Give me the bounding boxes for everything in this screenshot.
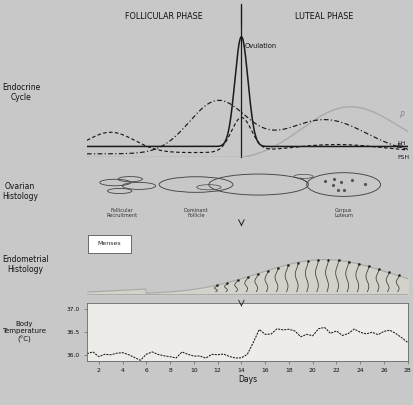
Text: Ovarian
Histology: Ovarian Histology — [2, 181, 38, 201]
Text: FSH: FSH — [396, 155, 408, 160]
Text: LH: LH — [396, 141, 404, 146]
Bar — [88, 235, 131, 253]
Text: P: P — [399, 111, 403, 120]
Text: LUTEAL PHASE: LUTEAL PHASE — [295, 12, 353, 21]
X-axis label: Days: Days — [237, 375, 256, 384]
Text: E₂: E₂ — [396, 143, 403, 149]
Text: Menses: Menses — [97, 241, 121, 246]
Text: Dominant
Follicle: Dominant Follicle — [183, 208, 208, 218]
Text: Ovulation: Ovulation — [244, 43, 276, 49]
Text: FOLLICULAR PHASE: FOLLICULAR PHASE — [125, 12, 202, 21]
Text: Body
Temperature
(°C): Body Temperature (°C) — [2, 322, 46, 343]
Text: Follicular
Recruitment: Follicular Recruitment — [107, 208, 138, 218]
Text: Endocrine
Cycle: Endocrine Cycle — [2, 83, 40, 102]
Text: Corpus
Luteum: Corpus Luteum — [333, 208, 352, 218]
Text: Endometrial
Histology: Endometrial Histology — [2, 255, 49, 274]
